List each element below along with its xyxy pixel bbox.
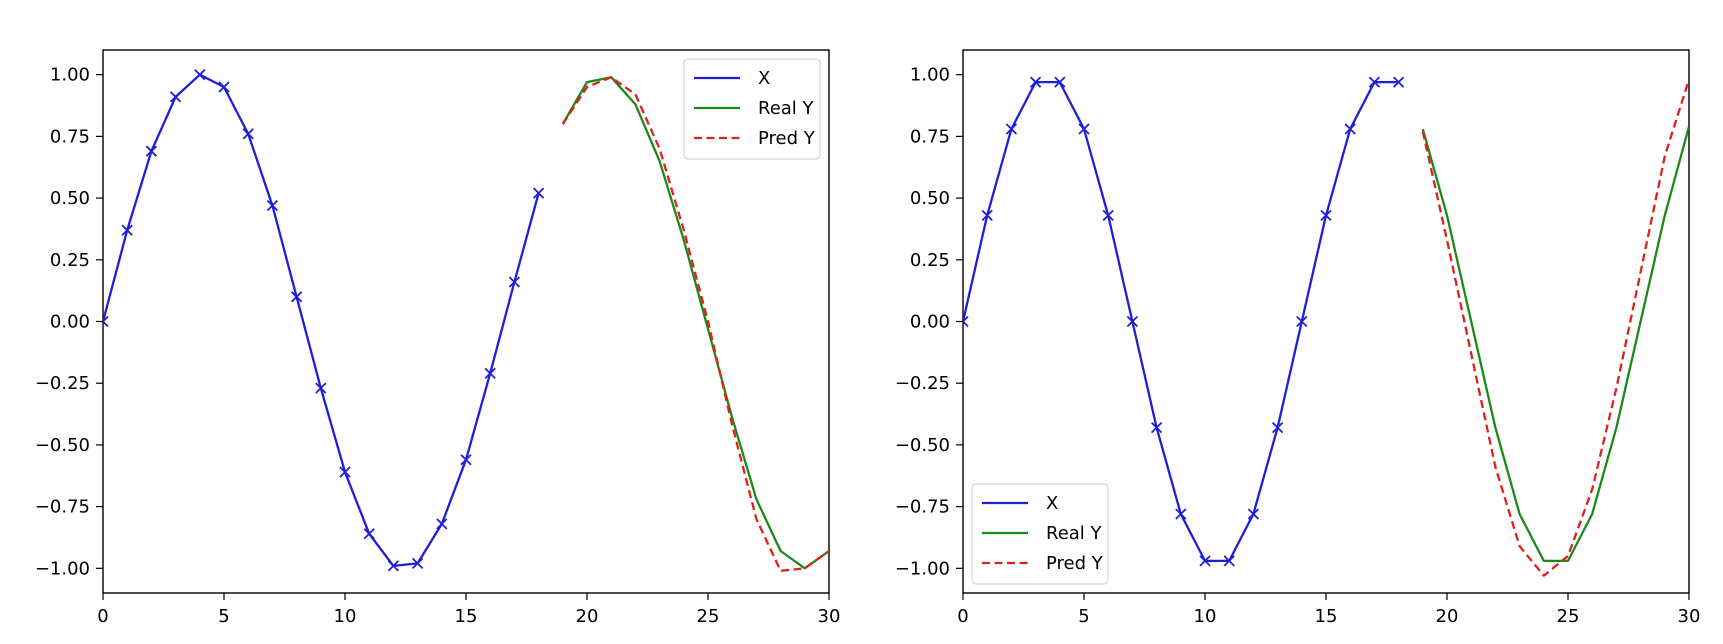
x-tick-label: 20 xyxy=(576,606,599,627)
y-tick-label: −0.25 xyxy=(35,373,90,394)
data-point-x xyxy=(1199,555,1211,567)
data-point-x xyxy=(460,454,472,466)
series-line-pred-y xyxy=(561,76,829,572)
left-subplot: 0 5 10 15 20 25 30 1.00 0.75 0.50 0.25 0.00 −0.25 −0.… xyxy=(35,49,841,627)
y-tick-label: −0.75 xyxy=(895,497,950,518)
legend-box xyxy=(683,58,821,160)
x-tick-label: 10 xyxy=(1194,606,1217,627)
data-point-x xyxy=(103,315,109,328)
x-tick-label: 5 xyxy=(1078,606,1089,627)
data-point-x xyxy=(339,466,351,478)
y-tick-label: −0.75 xyxy=(35,497,90,518)
y-tick-label: 0.25 xyxy=(50,250,90,271)
y-tick-label: 0.25 xyxy=(910,250,950,271)
x-tick-label: 15 xyxy=(455,606,478,627)
data-point-x xyxy=(1078,123,1090,135)
y-tick-label: 0.75 xyxy=(910,126,950,147)
legend-box xyxy=(971,483,1109,585)
data-point-x xyxy=(315,382,327,394)
x-tick-label: 20 xyxy=(1436,606,1459,627)
data-point-x xyxy=(363,528,375,540)
x-tick-label: 30 xyxy=(818,606,841,627)
data-point-x xyxy=(1320,209,1332,222)
y-tick-label: −0.25 xyxy=(895,373,950,394)
legend: X Real Y Pred Y xyxy=(683,58,821,160)
legend-label-x: X xyxy=(758,68,770,89)
data-point-x xyxy=(290,291,303,303)
y-tick-label: −1.00 xyxy=(35,558,90,579)
data-point-x xyxy=(387,560,400,572)
data-point-x xyxy=(1175,508,1187,520)
data-point-x xyxy=(1223,555,1235,567)
x-tick-label: 25 xyxy=(1557,606,1580,627)
data-point-x xyxy=(1150,421,1163,434)
data-point-x xyxy=(1344,123,1356,135)
plot-area xyxy=(963,76,1689,577)
y-tick-label: 0.00 xyxy=(50,312,90,333)
y-tick-label: −0.50 xyxy=(35,435,90,456)
right-subplot: 0 5 10 15 20 25 30 1.00 0.75 0.50 0.25 0.00 −0.25 −0.… xyxy=(895,49,1701,627)
data-point-x xyxy=(242,128,254,140)
y-tick-label: 0.50 xyxy=(910,188,950,209)
y-tick-label: 0.00 xyxy=(910,312,950,333)
data-point-x xyxy=(145,145,158,157)
data-point-x xyxy=(1126,315,1139,328)
legend: X Real Y Pred Y xyxy=(971,483,1109,585)
data-point-x xyxy=(981,209,993,222)
x-tick-label: 25 xyxy=(697,606,720,627)
x-tick-label: 10 xyxy=(334,606,357,627)
data-point-x xyxy=(1271,421,1284,434)
data-point-x xyxy=(411,557,424,570)
legend-label-real-y: Real Y xyxy=(758,98,815,119)
data-point-x xyxy=(1005,123,1018,135)
legend-label-real-y: Real Y xyxy=(1046,523,1103,544)
data-point-x xyxy=(1296,315,1308,328)
x-tick-label: 0 xyxy=(97,606,108,627)
x-tick-label: 30 xyxy=(1678,606,1701,627)
y-tick-label: −0.50 xyxy=(895,435,950,456)
y-tick-label: 0.50 xyxy=(50,188,90,209)
data-point-x xyxy=(1029,76,1042,88)
legend-label-x: X xyxy=(1046,493,1058,514)
x-tick-label: 15 xyxy=(1315,606,1338,627)
data-point-x xyxy=(121,224,133,236)
data-point-x xyxy=(508,276,521,288)
data-point-x xyxy=(1392,76,1405,88)
series-line-pred-y xyxy=(1421,79,1689,577)
data-point-x xyxy=(194,69,206,81)
y-tick-label: −1.00 xyxy=(895,558,950,579)
legend-label-pred-y: Pred Y xyxy=(1046,553,1104,574)
data-point-x xyxy=(532,187,545,199)
data-point-x xyxy=(169,91,182,103)
data-point-x xyxy=(266,199,279,212)
data-point-x xyxy=(1247,508,1260,520)
x-tick-label: 0 xyxy=(957,606,968,627)
x-tick-label: 5 xyxy=(218,606,229,627)
y-tick-label: 1.00 xyxy=(50,65,90,86)
data-point-x xyxy=(1102,209,1114,222)
data-point-x xyxy=(218,81,230,93)
legend-label-pred-y: Pred Y xyxy=(758,128,816,149)
data-point-x xyxy=(1368,76,1381,88)
data-point-x xyxy=(963,315,969,328)
y-tick-label: 0.75 xyxy=(50,126,90,147)
data-point-x xyxy=(1054,76,1066,88)
series-line-real-y xyxy=(1421,126,1689,563)
y-tick-label: 1.00 xyxy=(910,65,950,86)
plot-area xyxy=(103,69,829,572)
data-point-x xyxy=(484,367,496,379)
data-point-x xyxy=(436,518,448,530)
